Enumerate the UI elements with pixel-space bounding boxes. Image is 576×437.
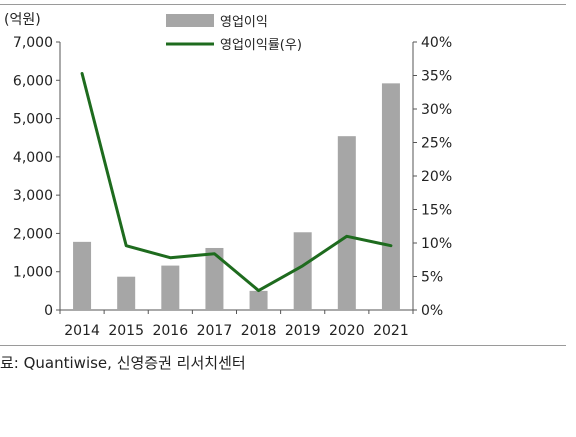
x-tick-label: 2020 (329, 323, 365, 339)
y-left-tick-label: 0 (44, 303, 53, 319)
line-series (80, 71, 393, 293)
x-tick-label: 2015 (108, 323, 144, 339)
x-tick-label: 2019 (285, 323, 321, 339)
y-left-tick-label: 7,000 (13, 35, 53, 51)
bar (205, 247, 224, 310)
y-left-tick-label: 4,000 (13, 150, 53, 166)
y-left-tick-label: 5,000 (13, 112, 53, 128)
legend-bar-swatch (166, 14, 214, 27)
bar (293, 232, 312, 310)
x-tick-label: 2014 (64, 323, 100, 339)
bar (117, 276, 136, 310)
bar (381, 83, 400, 310)
y-right-tick-label: 20% (421, 169, 452, 185)
bar (73, 241, 92, 310)
chart-area: 0 1,000 2,000 3,000 4,000 5,000 6,000 7,000 0% 5%… (4, 12, 452, 339)
y-right-tick-label: 0% (421, 303, 443, 319)
x-tick-label: 2016 (152, 323, 188, 339)
source-rule (0, 345, 566, 346)
y-left-tick-label: 1,000 (13, 265, 53, 281)
source-note: 료: Quantiwise, 신영증권 리서치센터 (0, 354, 246, 372)
bars (73, 83, 400, 310)
bar (161, 265, 180, 310)
x-tick-label: 2021 (373, 323, 409, 339)
y-left-unit: (억원) (4, 12, 41, 28)
y-right-tick-label: 25% (421, 136, 452, 152)
y-left-tick-label: 6,000 (13, 73, 53, 89)
y-right-tick-label: 10% (421, 236, 452, 252)
y-right-tick-label: 40% (421, 35, 452, 51)
x-tick-label: 2018 (241, 323, 277, 339)
x-tick-label: 2017 (197, 323, 233, 339)
margin-line (80, 71, 393, 293)
top-rule (0, 4, 566, 5)
y-left-tick-label: 2,000 (13, 226, 53, 242)
y-right-tick-label: 15% (421, 203, 452, 219)
legend-line-label: 영업이익률(우) (220, 38, 302, 53)
bar (249, 290, 268, 310)
legend-bar-label: 영업이익 (220, 15, 268, 30)
y-left-tick-label: 3,000 (13, 188, 53, 204)
tick-labels: 0 1,000 2,000 3,000 4,000 5,000 6,000 7,000 0% 5%… (4, 12, 452, 339)
y-right-tick-label: 30% (421, 102, 452, 118)
y-right-tick-label: 5% (421, 270, 443, 286)
y-right-tick-label: 35% (421, 69, 452, 85)
bar (337, 136, 356, 310)
